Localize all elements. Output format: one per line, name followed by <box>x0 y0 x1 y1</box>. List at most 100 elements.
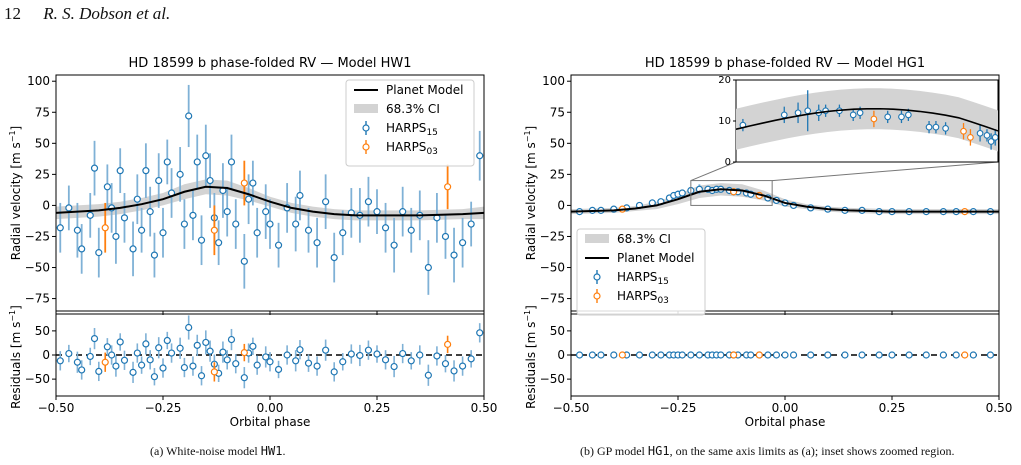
panel-1: HD 18599 b phase-folded RV — Model HW1 10… <box>8 56 497 429</box>
y-tick-label: −50 <box>540 261 565 275</box>
residual-point <box>150 373 159 381</box>
data-point <box>304 226 313 234</box>
residual-point <box>575 351 584 359</box>
inset-point <box>967 134 974 141</box>
y-tick-label: 75 <box>35 105 50 119</box>
x-tick-label: 0.00 <box>257 401 284 415</box>
residual-point <box>635 351 644 359</box>
data-point <box>322 198 330 206</box>
residual-point <box>240 348 248 357</box>
data-point <box>223 208 231 216</box>
panel-2: HD 18599 b phase-folded RV — Model HG1 10… <box>523 56 1012 429</box>
inset-content <box>736 88 998 152</box>
residual-point <box>223 356 231 364</box>
residual-point <box>330 368 338 376</box>
resid-y-tick-label: 50 <box>35 324 50 338</box>
data-point <box>444 183 452 191</box>
residual-point <box>381 356 390 364</box>
x-tick-label: 0.50 <box>986 401 1013 415</box>
residual-point <box>219 348 227 356</box>
data-point <box>146 208 154 216</box>
residual-point <box>695 351 704 359</box>
data-point <box>180 220 188 228</box>
inset-model-line <box>736 107 998 132</box>
svg-text:Radial velocity [m s−1]: Radial velocity [m s−1] <box>523 126 538 261</box>
data-point <box>56 224 64 232</box>
data-point <box>163 158 171 166</box>
residual-point <box>112 362 120 370</box>
residual-point <box>347 350 355 358</box>
residual-point <box>789 351 798 359</box>
residual-point <box>142 340 150 348</box>
residual-point <box>678 351 686 359</box>
residual-point <box>961 351 969 359</box>
legend-point-swatch <box>593 273 601 281</box>
residual-point <box>210 368 218 376</box>
residual-point <box>824 351 832 359</box>
data-point <box>262 208 270 216</box>
residual-point <box>648 351 656 359</box>
residual-point <box>227 335 236 344</box>
figure-panels: HD 18599 b phase-folded RV — Model HW1 10… <box>8 56 1012 429</box>
data-point <box>129 245 137 253</box>
residual-point <box>356 351 364 360</box>
chart-title: HD 18599 b phase-folded RV — Model HG1 <box>645 56 925 71</box>
data-point <box>313 239 321 247</box>
residual-point <box>167 349 176 357</box>
data-point <box>185 112 193 120</box>
residual-point <box>189 362 197 370</box>
legend-label: 68.3% CI <box>617 232 671 246</box>
residual-point <box>108 351 116 359</box>
inset-y-tick-label: 20 <box>718 75 731 86</box>
residual-point <box>781 351 789 359</box>
residual-point <box>618 351 626 359</box>
planet-model-line <box>55 185 485 217</box>
residual-point <box>841 351 849 359</box>
zoom-connector <box>690 161 737 182</box>
legend-label: HARPS03 <box>617 289 669 306</box>
residual-point <box>163 336 171 345</box>
legend-label: 68.3% CI <box>386 102 440 116</box>
residual-point <box>262 353 270 361</box>
inset-y-tick-label: 0 <box>725 157 731 168</box>
legend-label: Planet Model <box>617 251 694 265</box>
data-point <box>112 232 120 241</box>
y-tick-label: −75 <box>540 292 565 306</box>
resid-y-axis-label: Residuals [m s−1] <box>8 305 23 409</box>
residual-point <box>78 366 86 374</box>
residual-point <box>101 358 109 366</box>
resid-y-tick-label: −50 <box>25 372 50 386</box>
residual-point <box>364 346 373 354</box>
data-point <box>266 220 274 228</box>
caption-a: (a) White-noise model HW1. <box>150 444 286 458</box>
data-point <box>249 179 257 187</box>
x-tick-label: −0.50 <box>553 401 590 415</box>
residual-point <box>416 351 424 359</box>
data-point <box>86 211 94 219</box>
residual-point <box>459 362 467 370</box>
x-tick-label: −0.50 <box>38 401 75 415</box>
y-tick-label: 25 <box>550 167 565 181</box>
inset-point <box>991 134 998 141</box>
residual-point <box>444 340 452 348</box>
residual-point <box>807 351 815 359</box>
residual-point <box>922 351 930 359</box>
residual-point <box>292 357 300 365</box>
data-point <box>73 226 82 234</box>
y-tick-label: 50 <box>35 136 50 150</box>
residual-point <box>441 360 450 368</box>
residual-point <box>232 360 240 368</box>
resid-y-tick-label: −50 <box>540 372 565 386</box>
x-tick-label: −0.25 <box>145 401 182 415</box>
x-tick-label: 0.25 <box>879 401 906 415</box>
data-point <box>399 208 407 216</box>
zoom-region <box>690 180 773 206</box>
x-tick-label: −0.25 <box>660 401 697 415</box>
residual-point <box>969 351 977 359</box>
residual-point <box>185 323 193 332</box>
legend-label: Planet Model <box>386 83 463 97</box>
legend-label: HARPS15 <box>617 270 669 287</box>
inset-point <box>987 138 995 145</box>
data-point <box>364 198 373 206</box>
x-tick-label: 0.00 <box>772 401 799 415</box>
